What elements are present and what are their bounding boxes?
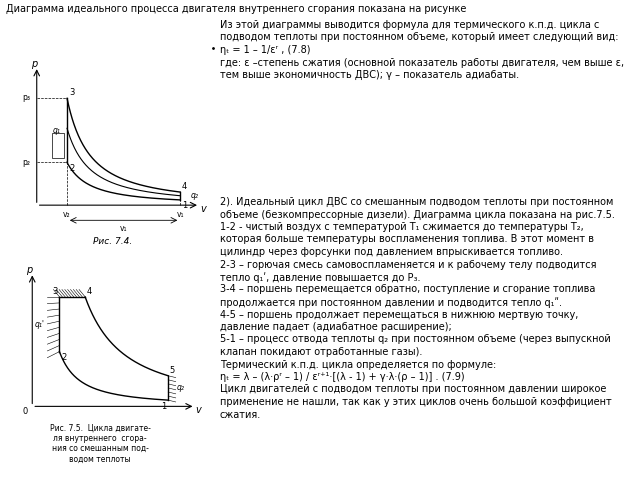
Text: v₂: v₂: [63, 210, 71, 219]
Text: 4: 4: [86, 287, 92, 296]
Text: сжатия.: сжатия.: [220, 409, 261, 420]
Text: подводом теплоты при постоянном объеме, который имеет следующий вид:: подводом теплоты при постоянном объеме, …: [220, 33, 618, 43]
Text: q₁: q₁: [52, 126, 60, 134]
Text: продолжается при постоянном давлении и подводится тепло q₁ʺ.: продолжается при постоянном давлении и п…: [220, 297, 562, 308]
Text: 3-4 – поршень перемещается обратно, поступление и сгорание топлива: 3-4 – поршень перемещается обратно, пост…: [220, 285, 595, 295]
Text: 5-1 – процесс отвода теплоты q₂ при постоянном объеме (через выпускной: 5-1 – процесс отвода теплоты q₂ при пост…: [220, 335, 611, 345]
Text: q₂: q₂: [191, 192, 198, 201]
Text: давление падает (адиабатное расширение);: давление падает (адиабатное расширение);: [220, 322, 452, 332]
Text: p: p: [26, 265, 33, 275]
Text: ηₜ = 1 – 1/εʳ , (7.8): ηₜ = 1 – 1/εʳ , (7.8): [220, 45, 310, 55]
Text: v₁: v₁: [120, 224, 127, 233]
Text: клапан покидают отработанные газы).: клапан покидают отработанные газы).: [220, 347, 422, 357]
Text: 3: 3: [69, 88, 75, 96]
Text: объеме (безкомпрессорные дизели). Диаграмма цикла показана на рис.7.5.: объеме (безкомпрессорные дизели). Диагра…: [220, 209, 615, 219]
Text: Термический к.п.д. цикла определяется по формуле:: Термический к.п.д. цикла определяется по…: [220, 360, 496, 370]
Text: ηₜ = λ – (λ·ρʳ – 1) / εʳ⁺¹·[(λ - 1) + γ·λ·(ρ – 1)] . (7.9): ηₜ = λ – (λ·ρʳ – 1) / εʳ⁺¹·[(λ - 1) + γ·…: [220, 372, 465, 382]
Text: v: v: [200, 204, 205, 214]
Text: v₁: v₁: [177, 210, 184, 219]
Text: водом теплоты: водом теплоты: [70, 455, 131, 464]
Bar: [52, 132, 64, 158]
Text: 1: 1: [161, 402, 166, 411]
Text: 3: 3: [52, 287, 57, 296]
Text: Из этой диаграммы выводится формула для термического к.п.д. цикла с: Из этой диаграммы выводится формула для …: [220, 20, 600, 30]
Text: применение не нашли, так как у этих циклов очень большой коэффициент: применение не нашли, так как у этих цикл…: [220, 397, 612, 407]
Text: q₁': q₁': [35, 320, 44, 329]
Text: 5: 5: [170, 366, 175, 374]
Text: Цикл двигателей с подводом теплоты при постоянном давлении широкое: Цикл двигателей с подводом теплоты при п…: [220, 384, 606, 395]
Text: q₂: q₂: [177, 384, 184, 393]
Text: p: p: [31, 59, 37, 69]
Text: 2-3 – горючая смесь самовоспламеняется и к рабочему телу подводится: 2-3 – горючая смесь самовоспламеняется и…: [220, 260, 596, 269]
Text: которая больше температуры воспламенения топлива. В этот момент в: которая больше температуры воспламенения…: [220, 235, 594, 244]
Text: ния со смешанным под-: ния со смешанным под-: [52, 444, 148, 453]
Text: 2). Идеальный цикл ДВС со смешанным подводом теплоты при постоянном: 2). Идеальный цикл ДВС со смешанным подв…: [220, 197, 613, 207]
Text: 1: 1: [182, 201, 187, 210]
Text: тепло q₁ʹ, давление повышается до Р₃.: тепло q₁ʹ, давление повышается до Р₃.: [220, 272, 420, 283]
Text: где: ε –степень сжатия (основной показатель работы двигателя, чем выше ε,: где: ε –степень сжатия (основной показат…: [220, 58, 624, 68]
Text: 1-2 - чистый воздух с температурой Т₁ сжимается до температуры Т₂,: 1-2 - чистый воздух с температурой Т₁ сж…: [220, 222, 584, 232]
Text: p₂: p₂: [22, 158, 31, 167]
Text: Рис. 7.5.  Цикла двигате-: Рис. 7.5. Цикла двигате-: [50, 423, 150, 432]
Text: Рис. 7.4.: Рис. 7.4.: [93, 237, 132, 246]
Text: 2: 2: [61, 353, 66, 362]
Text: 4-5 – поршень продолжает перемещаться в нижнюю мертвую точку,: 4-5 – поршень продолжает перемещаться в …: [220, 310, 579, 320]
Text: v: v: [196, 405, 201, 415]
Text: p₃: p₃: [22, 94, 31, 102]
Text: 4: 4: [182, 182, 187, 191]
Text: ля внутреннего  сгора-: ля внутреннего сгора-: [53, 434, 147, 443]
Text: Диаграмма идеального процесса двигателя внутреннего сгорания показана на рисунке: Диаграмма идеального процесса двигателя …: [6, 4, 467, 14]
Text: цилиндр через форсунки под давлением впрыскивается топливо.: цилиндр через форсунки под давлением впр…: [220, 247, 563, 257]
Text: тем выше экономичность ДВС); γ – показатель адиабаты.: тем выше экономичность ДВС); γ – показат…: [220, 70, 519, 80]
Text: 0: 0: [22, 407, 28, 416]
Text: 2: 2: [69, 164, 74, 172]
